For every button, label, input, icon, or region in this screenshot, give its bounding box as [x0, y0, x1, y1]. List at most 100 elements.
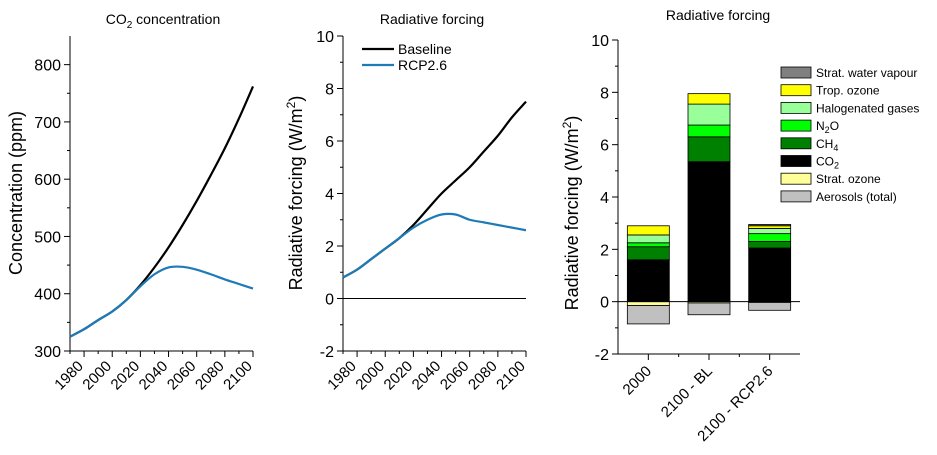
y-label-superscript: 2 [560, 121, 574, 128]
legend-label: Strat. water vapour [816, 66, 917, 80]
legend-label: RCP2.6 [398, 57, 447, 73]
y-tick-label: 600 [34, 172, 61, 189]
y-tick-label: 700 [34, 115, 61, 132]
legend-swatch [780, 172, 812, 185]
y-axis-label: Radiative forcing (W/m2) [560, 116, 582, 311]
series-line-series-1 [69, 265, 254, 338]
y-tick-label: 6 [600, 138, 609, 155]
title-text-rest: concentration [132, 11, 220, 27]
y-label-text: Radiative forcing (W/m [562, 128, 582, 310]
legend-text: CH [816, 137, 833, 151]
series-line-rcp2-6 [342, 212, 527, 279]
x-tick-label: 1980 [324, 358, 360, 394]
series-line-baseline [342, 100, 527, 279]
y-tick-label: 6 [325, 134, 334, 151]
legend-text: Halogenated gases [816, 101, 919, 115]
bar-segment-trop-ozone [626, 225, 670, 236]
y-label-text-end: ) [286, 96, 306, 102]
legend-swatch [780, 155, 812, 167]
legend-text: Strat. water vapour [816, 66, 917, 80]
x-tick-label: 2100 [220, 358, 256, 394]
bar-segment-co2 [748, 247, 792, 303]
bar-segment-ch4 [687, 136, 731, 163]
bar-segment-n2o [626, 242, 670, 248]
y-tick-label: 800 [34, 58, 61, 75]
x-tick-label: 1980 [51, 358, 87, 394]
y-tick-label: 8 [600, 85, 609, 102]
y-tick-label: 8 [325, 82, 334, 99]
y-tick-label: 4 [325, 187, 334, 204]
x-tick-label: 2080 [465, 358, 501, 394]
x-tick-label: 2020 [108, 358, 144, 394]
x-tick-label: 2100 [493, 358, 529, 394]
legend-label: Baseline [398, 41, 452, 57]
x-tick-label: 2060 [164, 358, 200, 394]
legend-swatch [780, 119, 812, 132]
y-axis-label: Concentration (ppm) [6, 111, 26, 275]
legend-label: CH4​ [816, 137, 838, 153]
legend-text: N [816, 119, 825, 133]
y-tick-label: 10 [591, 33, 609, 50]
title-subscript: 2 [127, 20, 133, 31]
y-label-superscript: 2 [284, 101, 298, 108]
legend-subscript: 4 [833, 143, 838, 153]
x-tick-label: 2100 - BL [658, 363, 716, 421]
x-tick-label: 2040 [409, 358, 445, 394]
legend-text: Trop. ozone [816, 84, 880, 98]
y-axis-label: Radiative forcing (W/m2) [284, 96, 306, 291]
chart-title: Radiative forcing [380, 11, 484, 27]
legend-swatch [780, 190, 812, 203]
bar-segment-n2o [748, 233, 792, 242]
y-tick-label: 0 [325, 292, 334, 309]
y-tick-label: -2 [595, 347, 609, 364]
legend-subscript: 2 [825, 125, 830, 135]
y-tick-label: 0 [600, 295, 609, 312]
legend-text: CO [816, 155, 834, 169]
legend-swatch [780, 66, 812, 79]
legend-label: CO2​ [816, 155, 839, 171]
bar-segment-halogenated-gases [748, 227, 792, 235]
y-tick-label: 500 [34, 229, 61, 246]
legend-swatch [780, 84, 812, 97]
bar-segment-n2o [687, 124, 731, 138]
y-tick-label: 2 [325, 239, 334, 256]
x-tick-label: 2060 [437, 358, 473, 394]
chart-title: Radiative forcing [666, 7, 770, 23]
title-text: CO [106, 11, 127, 27]
bar-segment-aerosols-total- [748, 302, 792, 311]
y-tick-label: 4 [600, 190, 609, 207]
y-label-text: Radiative forcing (W/m [286, 108, 306, 290]
bar-segment-strat-water-vapour [748, 224, 792, 227]
x-tick-label: 2000 [352, 358, 388, 394]
x-tick-label: 2000 [620, 363, 656, 399]
chart-title: CO2 concentration [106, 11, 221, 31]
y-tick-label: 400 [34, 287, 61, 304]
legend-label: Trop. ozone [816, 84, 880, 98]
legend-text: Strat. ozone [816, 172, 881, 186]
y-tick-label: 10 [316, 29, 334, 46]
x-tick-label: 2040 [136, 358, 172, 394]
x-tick-label: 2020 [381, 358, 417, 394]
legend-text: Aerosols (total) [816, 190, 897, 204]
bar-segment-ch4 [626, 246, 670, 261]
bar-segment-halogenated-gases [687, 103, 731, 126]
legend-label: N2O [816, 119, 839, 135]
y-tick-label: -2 [320, 344, 334, 361]
y-tick-label: 2 [600, 242, 609, 259]
bar-segment-trop-ozone [687, 93, 731, 105]
bar-segment-co2 [626, 259, 670, 303]
bar-segment-strat-ozone [626, 301, 670, 306]
bar-segment-aerosols-total- [687, 302, 731, 316]
legend-swatch [780, 137, 812, 150]
legend-subscript: 2 [834, 161, 839, 171]
y-label-text-end: ) [562, 116, 582, 122]
bar-segment-ch4 [748, 241, 792, 249]
series-line-series-0 [69, 85, 255, 338]
y-tick-label: 300 [34, 344, 61, 361]
legend-text-rest: O [830, 119, 839, 133]
bar-segment-halogenated-gases [626, 234, 670, 244]
x-tick-label: 2000 [79, 358, 115, 394]
x-tick-label: 2080 [192, 358, 228, 394]
bar-segment-aerosols-total- [626, 305, 670, 325]
